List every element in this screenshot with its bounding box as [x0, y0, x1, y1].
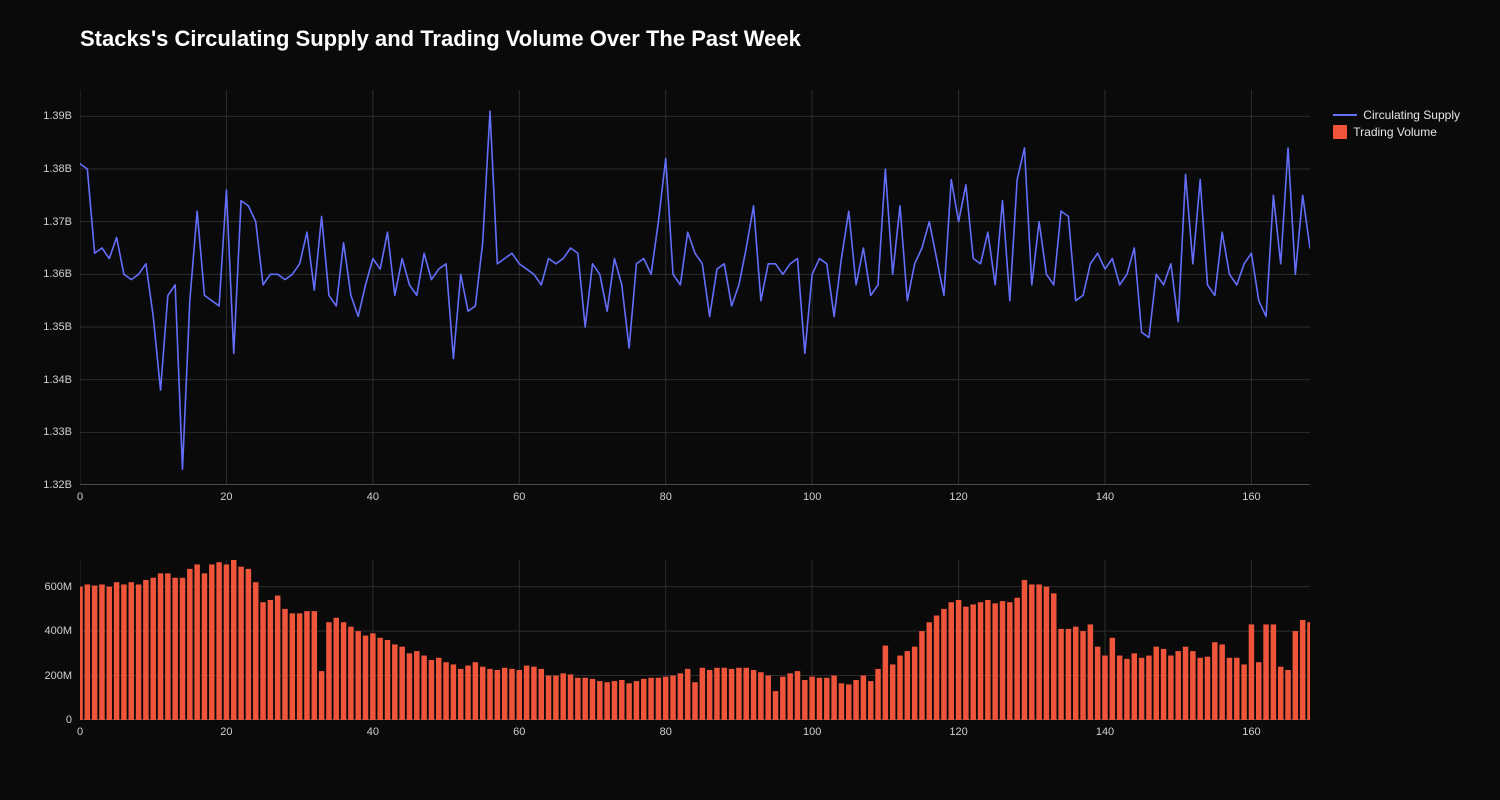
volume-xtick: 140 — [1096, 726, 1114, 738]
supply-xtick: 60 — [513, 491, 525, 503]
volume-xtick: 100 — [803, 726, 821, 738]
volume-ytick: 600M — [12, 581, 72, 593]
volume-xtick: 20 — [220, 726, 232, 738]
supply-xtick: 20 — [220, 491, 232, 503]
supply-ytick: 1.37B — [12, 216, 72, 228]
legend-box-swatch — [1333, 125, 1347, 139]
volume-xtick: 80 — [660, 726, 672, 738]
supply-ytick: 1.39B — [12, 110, 72, 122]
volume-ytick: 400M — [12, 625, 72, 637]
supply-chart: 1.32B1.33B1.34B1.35B1.36B1.37B1.38B1.39B… — [80, 90, 1310, 485]
legend-item-volume: Trading Volume — [1333, 125, 1460, 139]
legend: Circulating Supply Trading Volume — [1333, 108, 1460, 142]
volume-xtick: 160 — [1242, 726, 1260, 738]
supply-ytick: 1.32B — [12, 479, 72, 491]
volume-ytick: 200M — [12, 670, 72, 682]
legend-line-swatch — [1333, 114, 1357, 116]
supply-chart-svg — [80, 90, 1310, 485]
chart-title: Stacks's Circulating Supply and Trading … — [80, 26, 801, 52]
supply-ytick: 1.35B — [12, 321, 72, 333]
supply-xtick: 0 — [77, 491, 83, 503]
legend-item-supply: Circulating Supply — [1333, 108, 1460, 122]
volume-chart: 0200M400M600M 020406080100120140160 — [80, 560, 1310, 720]
supply-ytick: 1.33B — [12, 426, 72, 438]
supply-xtick: 80 — [660, 491, 672, 503]
volume-chart-svg — [80, 560, 1310, 720]
supply-ytick: 1.36B — [12, 268, 72, 280]
volume-ytick: 0 — [12, 714, 72, 726]
supply-xtick: 40 — [367, 491, 379, 503]
legend-label-supply: Circulating Supply — [1363, 108, 1460, 122]
supply-xtick: 120 — [949, 491, 967, 503]
legend-label-volume: Trading Volume — [1353, 125, 1437, 139]
supply-xtick: 100 — [803, 491, 821, 503]
supply-ytick: 1.34B — [12, 374, 72, 386]
supply-ytick: 1.38B — [12, 163, 72, 175]
volume-xtick: 40 — [367, 726, 379, 738]
supply-xtick: 140 — [1096, 491, 1114, 503]
volume-xtick: 120 — [949, 726, 967, 738]
volume-xtick: 0 — [77, 726, 83, 738]
supply-xtick: 160 — [1242, 491, 1260, 503]
volume-xtick: 60 — [513, 726, 525, 738]
